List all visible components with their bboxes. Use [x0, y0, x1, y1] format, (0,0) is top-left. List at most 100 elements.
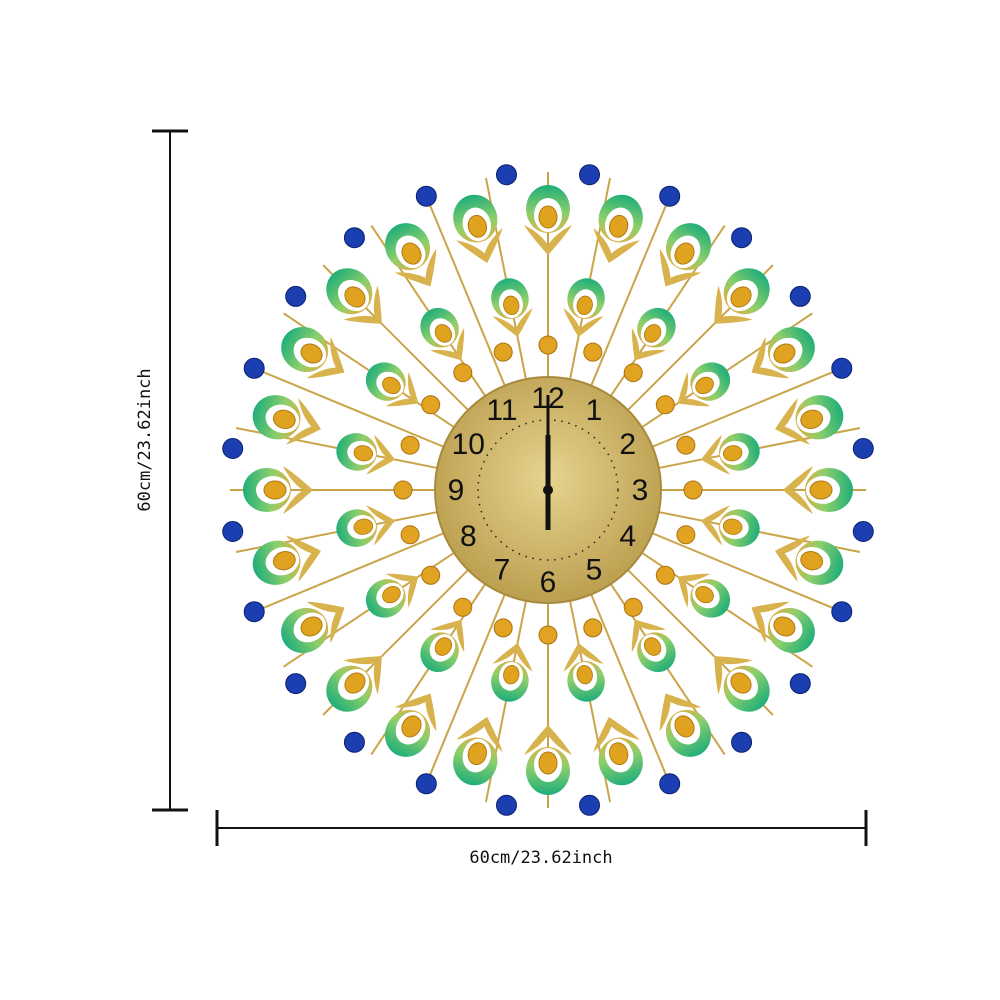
- feather-gem: [344, 672, 366, 694]
- feather-gem: [576, 295, 593, 316]
- feather: [281, 326, 345, 379]
- feather: [365, 362, 419, 407]
- feather: [281, 601, 345, 654]
- spoke: [652, 367, 843, 448]
- feather-gem: [434, 637, 453, 656]
- feather-gem: [382, 585, 401, 604]
- feather: [701, 433, 760, 475]
- feather: [563, 643, 605, 702]
- feather-gem: [344, 286, 366, 308]
- feather: [524, 185, 572, 255]
- spoke: [253, 532, 444, 613]
- blue-gem: [343, 731, 365, 753]
- feather-gem: [538, 751, 558, 775]
- clock-numeral: 11: [486, 394, 517, 427]
- feather: [751, 601, 815, 654]
- feather-stem: [385, 372, 419, 407]
- amber-gem: [655, 565, 675, 585]
- blue-gem: [852, 437, 874, 459]
- amber-gem: [538, 335, 558, 355]
- feather-stem: [492, 308, 533, 337]
- feather-gem: [353, 445, 374, 462]
- height-dimension: 60cm/23.62inch: [135, 129, 188, 812]
- feather-stem: [701, 434, 730, 475]
- amber-gem: [583, 342, 603, 362]
- spoke: [590, 594, 671, 785]
- blue-gem: [222, 521, 244, 543]
- feather-stem: [593, 716, 640, 753]
- feather-gem: [401, 242, 422, 265]
- blue-gem: [789, 673, 811, 695]
- feather-stem: [714, 656, 753, 695]
- feather-stem: [285, 398, 322, 445]
- blue-gem: [852, 521, 874, 543]
- amber-gem: [493, 342, 513, 362]
- blue-gem: [831, 357, 853, 379]
- feather: [593, 194, 643, 264]
- feather: [252, 535, 322, 585]
- amber-gem: [655, 395, 675, 415]
- feather-gem: [643, 324, 662, 343]
- feather: [384, 693, 437, 757]
- blue-gem: [789, 285, 811, 307]
- amber-gem: [676, 525, 696, 545]
- feather: [774, 395, 844, 445]
- feather: [384, 223, 437, 287]
- feather-stem: [343, 656, 382, 695]
- feather-gem: [643, 637, 662, 656]
- blue-gem: [659, 185, 681, 207]
- feather-gem: [538, 205, 558, 229]
- feather-stem: [285, 535, 322, 582]
- feather-gem: [609, 742, 629, 766]
- feather-gem: [800, 551, 824, 571]
- spoke: [253, 367, 444, 448]
- feather-stem: [366, 434, 395, 475]
- clock-numeral: 2: [619, 428, 636, 461]
- amber-gem: [538, 625, 558, 645]
- feather: [365, 573, 419, 618]
- feather-stem: [343, 285, 382, 324]
- feather-stem: [306, 601, 345, 644]
- feather-gem: [300, 616, 323, 637]
- feather: [420, 619, 465, 673]
- feather: [326, 656, 382, 712]
- feather-gem: [809, 480, 833, 500]
- feather-stem: [774, 398, 811, 445]
- feather-stem: [456, 716, 503, 753]
- feather: [783, 466, 853, 514]
- clock-numeral: 5: [586, 554, 603, 587]
- feather-gem: [800, 409, 824, 429]
- feather-gem: [503, 664, 520, 685]
- feather-stem: [524, 725, 572, 755]
- amber-gem: [421, 395, 441, 415]
- feather: [774, 535, 844, 585]
- feather-stem: [677, 573, 711, 608]
- feather: [453, 194, 503, 264]
- blue-gem: [243, 357, 265, 379]
- clock-numeral: 10: [452, 428, 485, 461]
- feather-gem: [674, 242, 695, 265]
- feather: [751, 326, 815, 379]
- clock-numeral: 6: [540, 566, 557, 599]
- blue-gem: [731, 227, 753, 249]
- feather: [714, 268, 770, 324]
- amber-gem: [421, 565, 441, 585]
- hand-pin: [543, 485, 553, 495]
- feather-gem: [674, 715, 695, 738]
- feather: [593, 716, 643, 786]
- blue-gem: [285, 673, 307, 695]
- feather-gem: [576, 664, 593, 685]
- feather-gem: [773, 616, 796, 637]
- clock-numeral: 8: [460, 520, 477, 553]
- feather: [677, 362, 731, 407]
- feather: [453, 716, 503, 786]
- blue-gem: [243, 601, 265, 623]
- feather: [491, 643, 533, 702]
- feather-stem: [456, 227, 503, 264]
- clock-numeral: 4: [619, 520, 636, 553]
- feather-stem: [631, 619, 666, 653]
- feather-gem: [434, 324, 453, 343]
- feather-stem: [430, 619, 465, 653]
